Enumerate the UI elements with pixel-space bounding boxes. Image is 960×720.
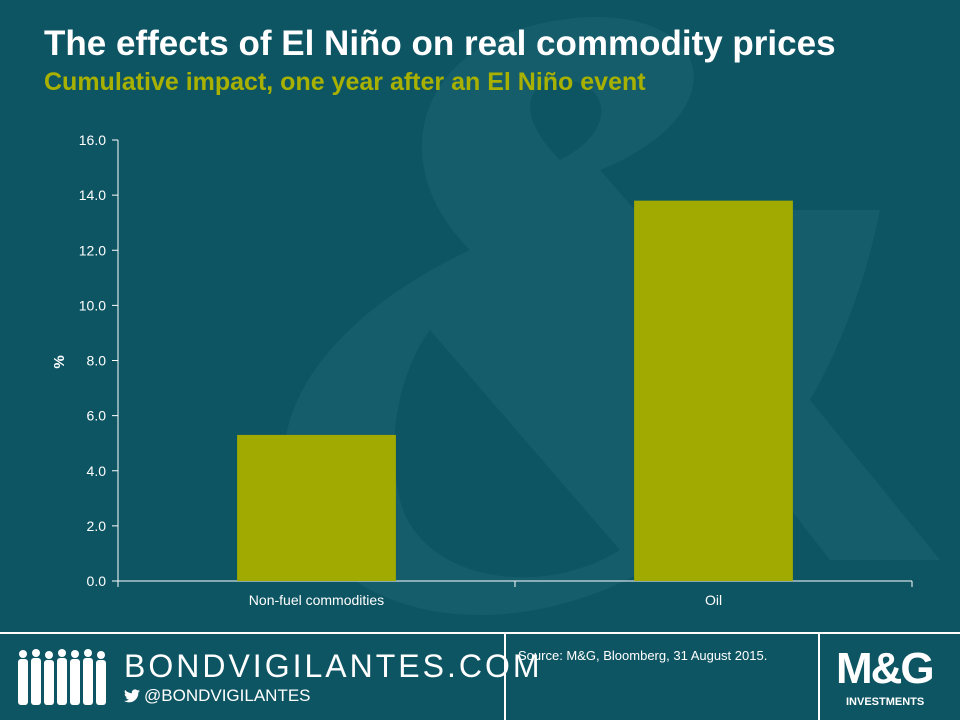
y-tick-label: 6.0 bbox=[87, 408, 107, 424]
mg-investments-logo: M&G INVESTMENTS bbox=[836, 644, 948, 714]
brand-name: BONDVIGILANTES.COM bbox=[124, 648, 543, 684]
x-category-label: Oil bbox=[705, 592, 722, 608]
bar-oil bbox=[634, 200, 793, 581]
bar-chart: 0.0 2.0 4.0 6.0 8.0 10.0 12.0 14.0 16.0 Non-fuel… bbox=[51, 132, 913, 608]
footer-divider bbox=[818, 634, 820, 720]
y-axis: 0.0 2.0 4.0 6.0 8.0 10.0 12.0 14.0 16.0 bbox=[79, 132, 119, 589]
y-tick-label: 0.0 bbox=[87, 573, 107, 589]
y-tick-label: 2.0 bbox=[87, 518, 107, 534]
bar-non-fuel-commodities bbox=[237, 434, 396, 581]
chart-title: The effects of El Niño on real commodity… bbox=[44, 24, 836, 63]
footer-divider bbox=[504, 634, 506, 720]
y-tick-label: 16.0 bbox=[79, 132, 106, 148]
x-category-label: Non-fuel commodities bbox=[249, 592, 384, 608]
twitter-bird-icon bbox=[124, 689, 140, 703]
y-tick-label: 4.0 bbox=[87, 463, 107, 479]
x-axis: Non-fuel commodities Oil bbox=[117, 580, 913, 608]
twitter-handle: @BONDVIGILANTES bbox=[144, 686, 311, 705]
logo-subtext: INVESTMENTS bbox=[846, 696, 925, 708]
y-tick-label: 12.0 bbox=[79, 242, 106, 258]
twitter-handle-row[interactable]: @BONDVIGILANTES bbox=[124, 686, 311, 706]
people-silhouette-icon bbox=[18, 649, 106, 705]
y-tick-label: 14.0 bbox=[79, 187, 106, 203]
footer: BONDVIGILANTES.COM @BONDVIGILANTES Sourc… bbox=[0, 632, 960, 720]
logo-wordmark: M&G bbox=[836, 644, 935, 693]
y-tick-label: 10.0 bbox=[79, 297, 106, 313]
source-note: Source: M&G, Bloomberg, 31 August 2015. bbox=[518, 648, 768, 663]
y-axis-label: % bbox=[51, 355, 68, 368]
y-tick-label: 8.0 bbox=[87, 353, 107, 369]
bars bbox=[237, 200, 793, 581]
chart-subtitle: Cumulative impact, one year after an El … bbox=[44, 68, 646, 96]
